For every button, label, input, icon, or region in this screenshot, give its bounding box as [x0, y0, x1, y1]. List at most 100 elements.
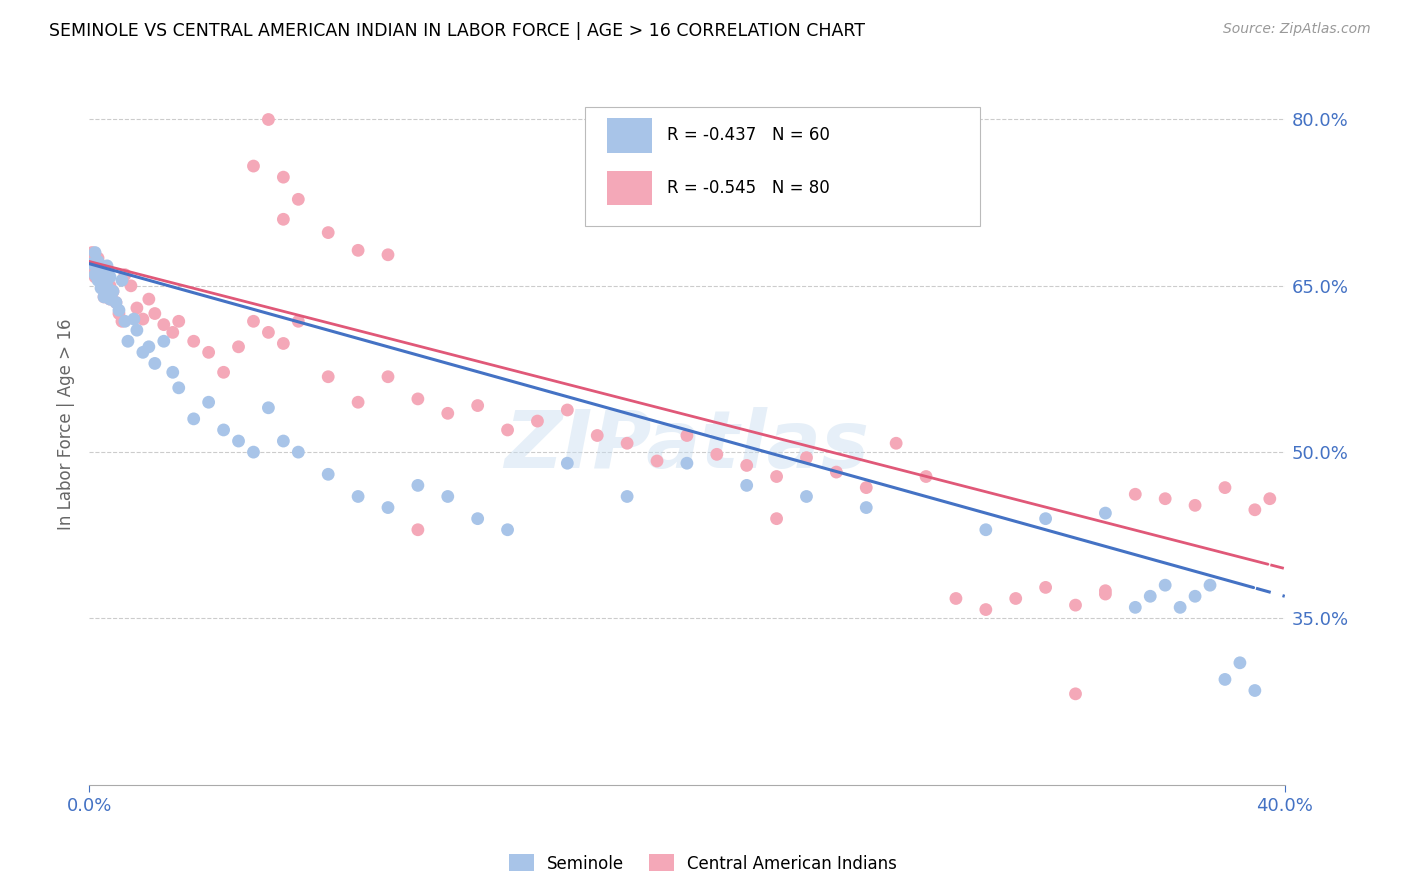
Point	[80, 257, 103, 271]
Text: ZIPatlas: ZIPatlas	[505, 407, 869, 485]
Point	[152, 334, 174, 349]
Point	[676, 456, 699, 470]
Point	[735, 458, 758, 473]
Point	[93, 273, 115, 287]
Point	[96, 278, 118, 293]
Point	[974, 523, 997, 537]
Point	[377, 500, 399, 515]
Point	[406, 392, 429, 406]
Point	[104, 295, 127, 310]
Point	[90, 262, 112, 277]
Point	[526, 414, 548, 428]
Point	[676, 428, 699, 442]
Point	[111, 273, 134, 287]
Point	[122, 312, 145, 326]
Point	[96, 259, 118, 273]
Point	[765, 469, 787, 483]
Point	[228, 434, 250, 448]
Point	[287, 192, 309, 206]
Point	[496, 423, 519, 437]
Point	[84, 257, 107, 271]
Bar	[607, 170, 652, 205]
Point	[1258, 491, 1281, 506]
Point	[93, 268, 115, 282]
Point	[855, 500, 877, 515]
Point	[101, 285, 124, 299]
Point	[1035, 581, 1057, 595]
Point	[143, 356, 166, 370]
Point	[87, 254, 110, 268]
Point	[1168, 600, 1191, 615]
Point	[347, 490, 370, 504]
Point	[84, 268, 107, 282]
Point	[242, 314, 264, 328]
Point	[1004, 591, 1026, 606]
Point	[132, 345, 155, 359]
Point	[108, 306, 131, 320]
Point	[242, 445, 264, 459]
Point	[467, 511, 489, 525]
Point	[125, 301, 148, 315]
Point	[104, 295, 127, 310]
Point	[1139, 589, 1161, 603]
Point	[1229, 656, 1251, 670]
Point	[257, 112, 280, 127]
Point	[138, 340, 160, 354]
Point	[101, 285, 124, 299]
Point	[616, 490, 638, 504]
Point	[796, 490, 818, 504]
Point	[138, 292, 160, 306]
Point	[167, 381, 190, 395]
Point	[287, 314, 309, 328]
Point	[1244, 683, 1267, 698]
Point	[152, 318, 174, 332]
Point	[316, 467, 339, 482]
Point	[93, 290, 115, 304]
Point	[1213, 673, 1236, 687]
Point	[120, 278, 142, 293]
Point	[825, 465, 848, 479]
Text: Source: ZipAtlas.com: Source: ZipAtlas.com	[1223, 22, 1371, 37]
Point	[197, 345, 219, 359]
Point	[735, 478, 758, 492]
Point	[273, 170, 295, 185]
Point	[377, 369, 399, 384]
Point	[436, 406, 458, 420]
Point	[80, 262, 103, 277]
Point	[114, 268, 136, 282]
Point	[1184, 499, 1206, 513]
Point	[183, 412, 205, 426]
Point	[436, 490, 458, 504]
Point	[1064, 598, 1087, 612]
Point	[347, 244, 370, 258]
Point	[287, 445, 309, 459]
Point	[90, 277, 112, 291]
Point	[316, 369, 339, 384]
Point	[1035, 511, 1057, 525]
Point	[557, 456, 579, 470]
Point	[347, 395, 370, 409]
Point	[132, 312, 155, 326]
Point	[1154, 491, 1177, 506]
Point	[1154, 578, 1177, 592]
Point	[706, 447, 728, 461]
Point	[1123, 600, 1146, 615]
Point	[212, 423, 235, 437]
Legend: Seminole, Central American Indians: Seminole, Central American Indians	[502, 847, 904, 880]
Point	[90, 281, 112, 295]
Bar	[607, 118, 652, 153]
Point	[974, 602, 997, 616]
Point	[80, 245, 103, 260]
Point	[98, 269, 121, 284]
Point	[87, 251, 110, 265]
Point	[1184, 589, 1206, 603]
Point	[111, 314, 134, 328]
Point	[765, 511, 787, 525]
Point	[467, 399, 489, 413]
Point	[257, 401, 280, 415]
Point	[143, 306, 166, 320]
Point	[1094, 583, 1116, 598]
Point	[855, 481, 877, 495]
Point	[197, 395, 219, 409]
Point	[1094, 506, 1116, 520]
